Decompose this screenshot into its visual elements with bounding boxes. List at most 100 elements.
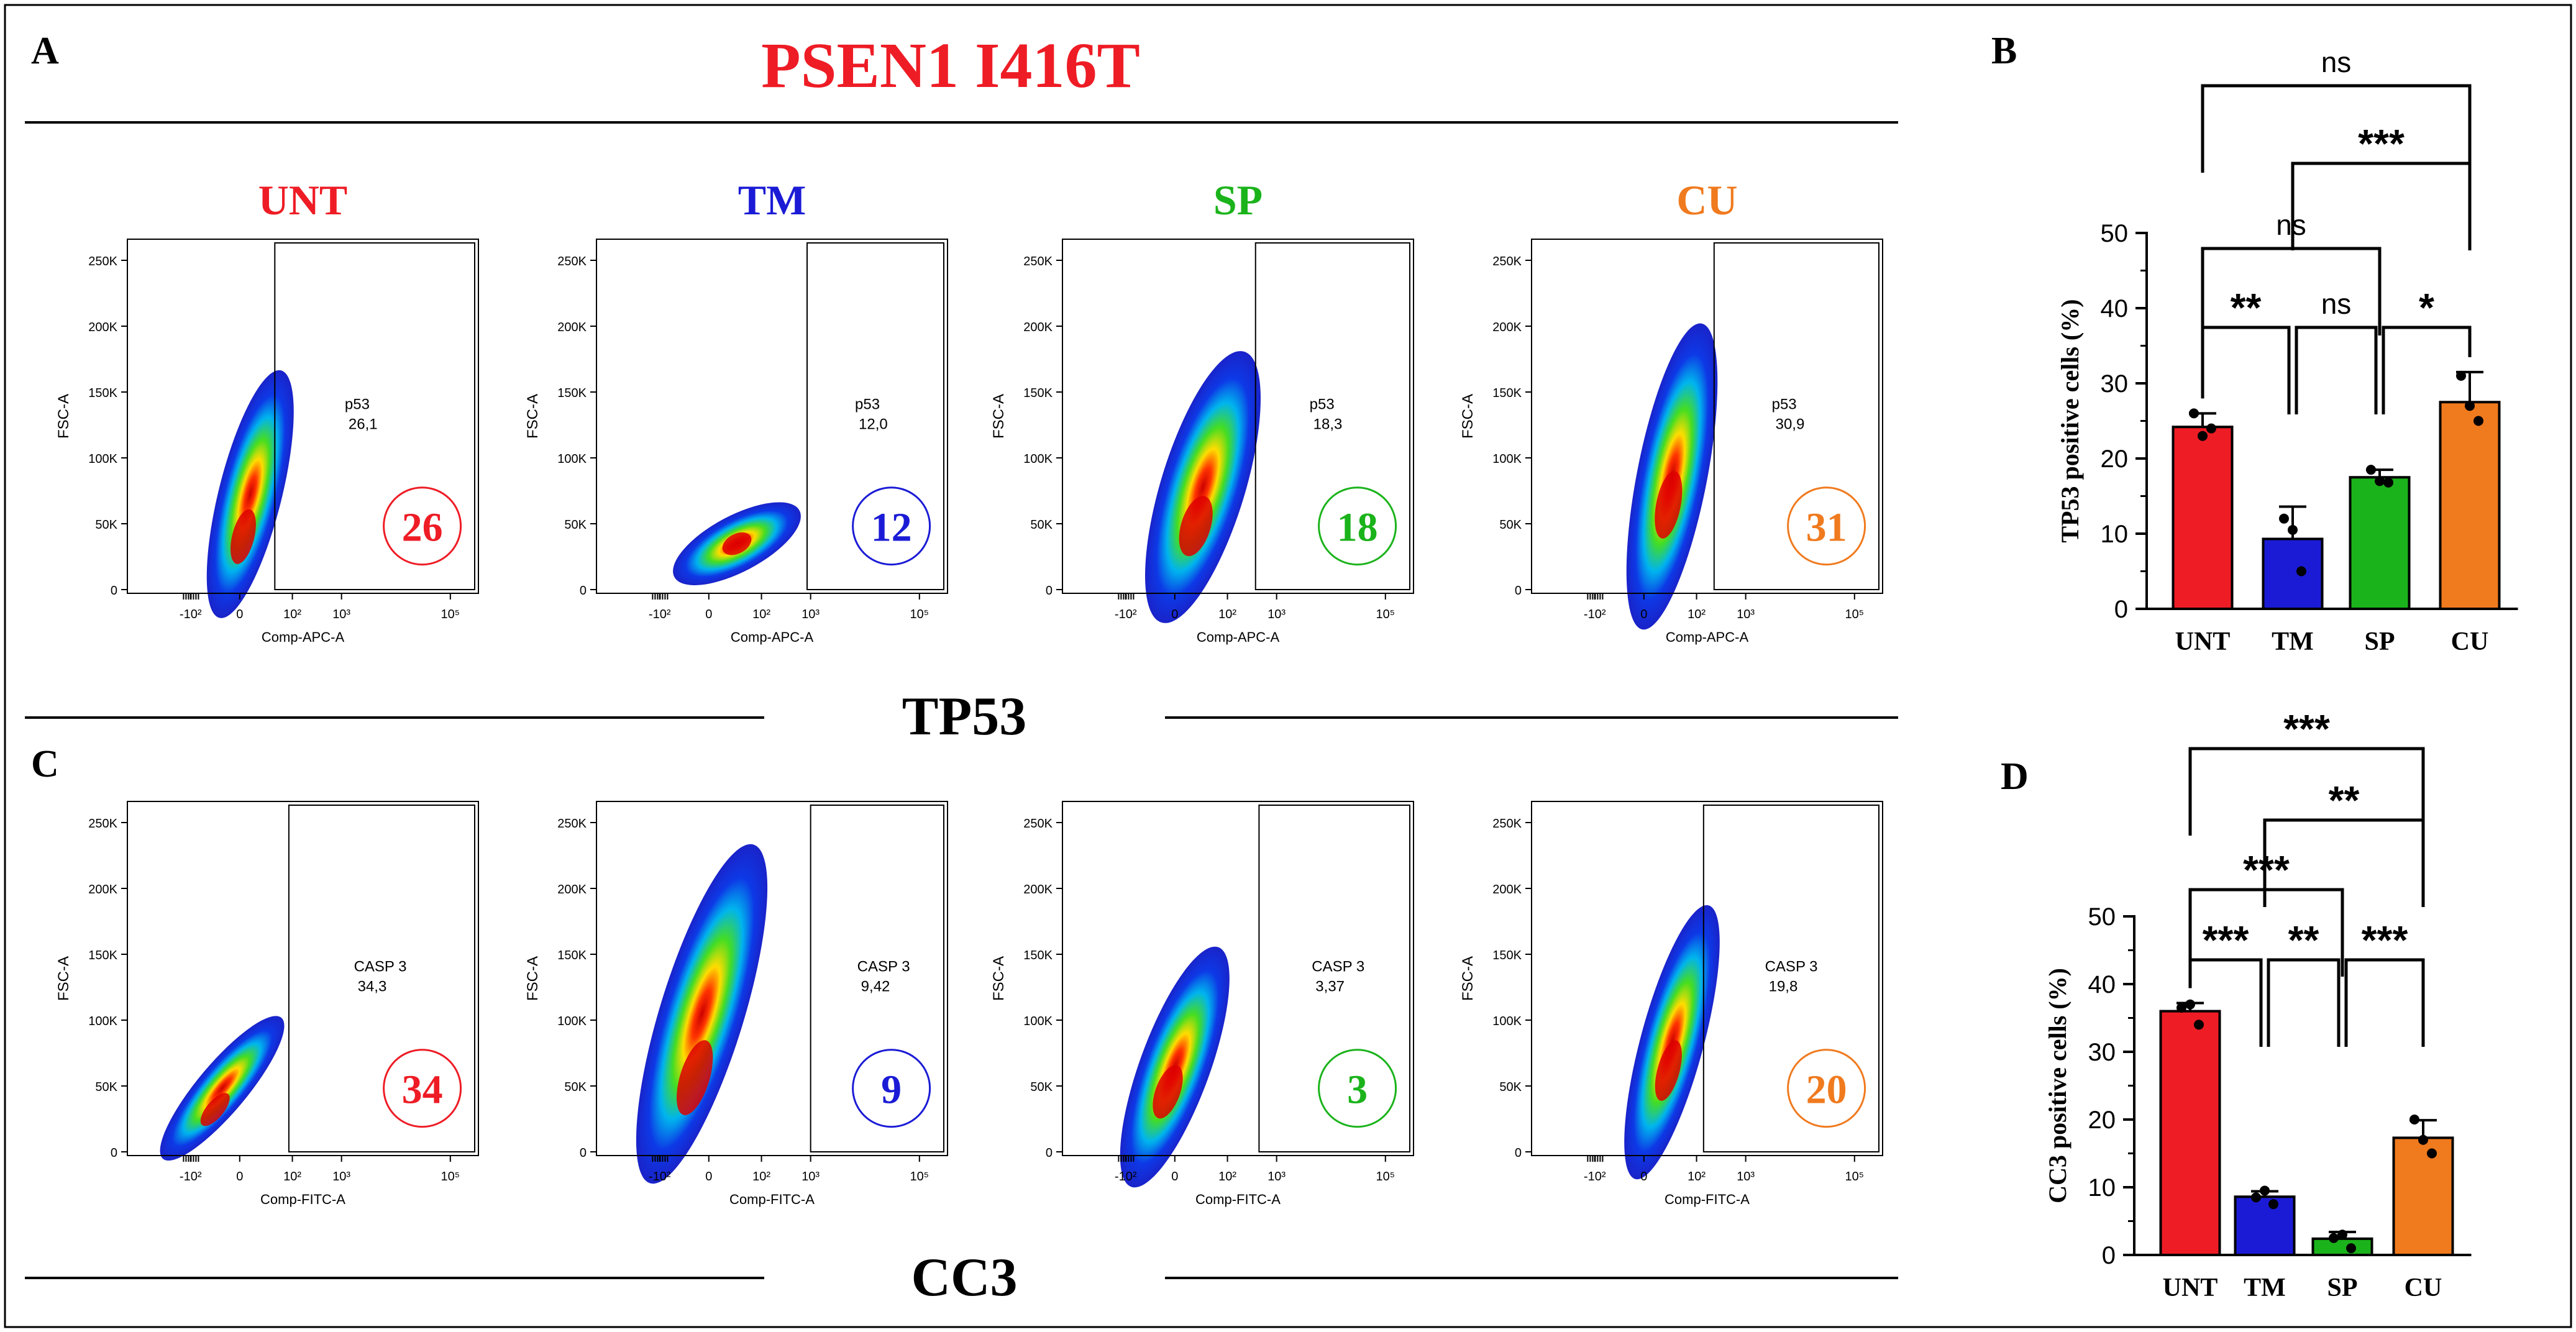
y-axis-label: CC3 positive cells (%)	[2044, 968, 2071, 1203]
density-hotspot	[200, 1093, 230, 1126]
y-tick-label: 0	[1046, 584, 1053, 598]
group-label-unt: UNT	[258, 176, 348, 224]
significance-label: ***	[2283, 706, 2330, 751]
significance-label: ns	[2276, 209, 2306, 241]
y-axis-label: FSC-A	[1459, 394, 1476, 439]
x-tick-label: 10³	[1267, 1170, 1286, 1184]
y-tick-label: 0	[2114, 596, 2128, 623]
x-tick-label: 10³	[332, 608, 350, 621]
y-tick-label: 0	[111, 1146, 117, 1160]
x-tick-label: 0	[705, 1170, 712, 1184]
y-tick-label: 200K	[88, 321, 117, 334]
gate-value: 19,8	[1769, 978, 1798, 995]
y-tick-label: 100K	[88, 452, 117, 466]
y-tick-label: 250K	[557, 255, 587, 268]
x-tick-label: -10²	[1115, 608, 1137, 621]
density-hotspot	[1655, 471, 1683, 539]
x-tick-label: 10⁵	[910, 1170, 929, 1184]
y-tick-label: 200K	[1023, 321, 1053, 334]
figure-title: PSEN1 I416T	[761, 30, 1140, 101]
y-tick-label: 200K	[88, 883, 117, 896]
data-point	[2251, 1192, 2261, 1203]
gate-rectangle	[1254, 242, 1410, 590]
density-hotspot	[677, 1040, 713, 1115]
gate-name: p53	[345, 396, 370, 413]
flow-plot-frame	[127, 239, 479, 594]
gate-rectangle	[274, 242, 475, 590]
percent-value: 9	[881, 1067, 902, 1113]
y-tick-label: 50	[2101, 220, 2129, 247]
x-tick-label: -10²	[180, 608, 202, 621]
y-axis-label: FSC-A	[990, 956, 1007, 1001]
y-axis-label: FSC-A	[990, 394, 1007, 439]
percent-value: 3	[1347, 1067, 1368, 1113]
significance-bracket	[2201, 326, 2291, 414]
data-point	[2198, 431, 2208, 441]
data-point	[2366, 465, 2376, 475]
y-tick-label: 30	[2088, 1039, 2116, 1066]
x-tick-label-unt: UNT	[2175, 627, 2231, 656]
data-point	[2473, 416, 2483, 426]
flow-plot-cc3-sp: CASP 3 3,37 3 0 50K 100K 150K 200K 250K FSC-A -10²…	[990, 801, 1414, 1207]
gate-rectangle	[1702, 805, 1880, 1152]
significance-bracket	[2201, 84, 2472, 173]
x-axis-label: Comp-FITC-A	[260, 1192, 345, 1207]
y-axis-label: TP53 positive cells (%)	[2056, 299, 2084, 542]
group-label-cu: CU	[1676, 176, 1737, 224]
flow-plot-cc3-unt: CASP 3 34,3 34 0 50K 100K 150K 200K 250K FSC-A -10…	[55, 801, 479, 1207]
y-axis-label: FSC-A	[55, 394, 72, 439]
significance-label: *	[2419, 285, 2434, 330]
percent-circle	[383, 1049, 462, 1128]
x-tick-label: -10²	[649, 1170, 671, 1184]
y-tick-label: 250K	[1492, 255, 1522, 268]
significance-bracket	[2188, 958, 2263, 1047]
y-tick-label: 50K	[1030, 518, 1053, 532]
x-tick-label: 10⁵	[1376, 1170, 1395, 1184]
bar-tm	[2234, 1195, 2296, 1257]
significance-label: ***	[2203, 918, 2249, 962]
flow-cytometry-panels: UNT p53 26,1 26 0 50K 100K 150K 200K 250K FSC-A -10…	[55, 176, 1883, 1207]
y-tick-label: 100K	[557, 452, 587, 466]
significance-label: ns	[2321, 288, 2352, 320]
x-tick-label: 10²	[283, 1170, 301, 1184]
gate-rectangle	[288, 805, 475, 1152]
x-tick-label: -10²	[1584, 608, 1606, 621]
percent-value: 12	[871, 505, 912, 550]
data-point	[2189, 408, 2199, 419]
density-hotspot	[1179, 496, 1213, 557]
data-point	[2427, 1148, 2437, 1159]
y-tick-label: 50	[2088, 903, 2116, 931]
data-point	[2383, 477, 2393, 488]
y-axis-label: FSC-A	[524, 394, 541, 439]
percent-value: 31	[1806, 505, 1847, 550]
percent-circle	[1787, 1049, 1866, 1128]
density-blob	[160, 1016, 285, 1161]
y-tick-label: 50K	[564, 518, 587, 532]
y-tick-label: 150K	[88, 386, 117, 400]
significance-bracket	[2263, 818, 2425, 907]
x-tick-label: 10⁵	[1845, 608, 1865, 621]
density-hotspot	[231, 509, 256, 564]
y-tick-label: 250K	[1023, 255, 1053, 268]
y-tick-label: 250K	[1492, 817, 1522, 831]
data-point	[2268, 1199, 2278, 1210]
percent-circle	[852, 1049, 931, 1128]
y-tick-label: 100K	[1492, 452, 1522, 466]
y-tick-label: 200K	[1492, 321, 1522, 334]
x-tick-label: 10⁵	[1376, 608, 1395, 621]
y-axis-label: FSC-A	[1459, 956, 1476, 1001]
group-label-tm: TM	[738, 176, 806, 224]
gate-name: CASP 3	[1312, 959, 1364, 975]
y-tick-label: 150K	[1023, 949, 1053, 962]
y-tick-label: 150K	[1492, 386, 1522, 400]
bar-tm	[2262, 537, 2324, 610]
y-tick-label: 50K	[1030, 1080, 1053, 1094]
x-tick-label-sp: SP	[2327, 1274, 2357, 1302]
percent-circle	[1318, 486, 1397, 566]
y-tick-label: 0	[111, 584, 117, 598]
data-point	[2346, 1243, 2356, 1254]
gate-name: CASP 3	[1765, 959, 1818, 975]
x-axis-label: Comp-FITC-A	[729, 1192, 815, 1207]
y-tick-label: 0	[1515, 584, 1522, 598]
